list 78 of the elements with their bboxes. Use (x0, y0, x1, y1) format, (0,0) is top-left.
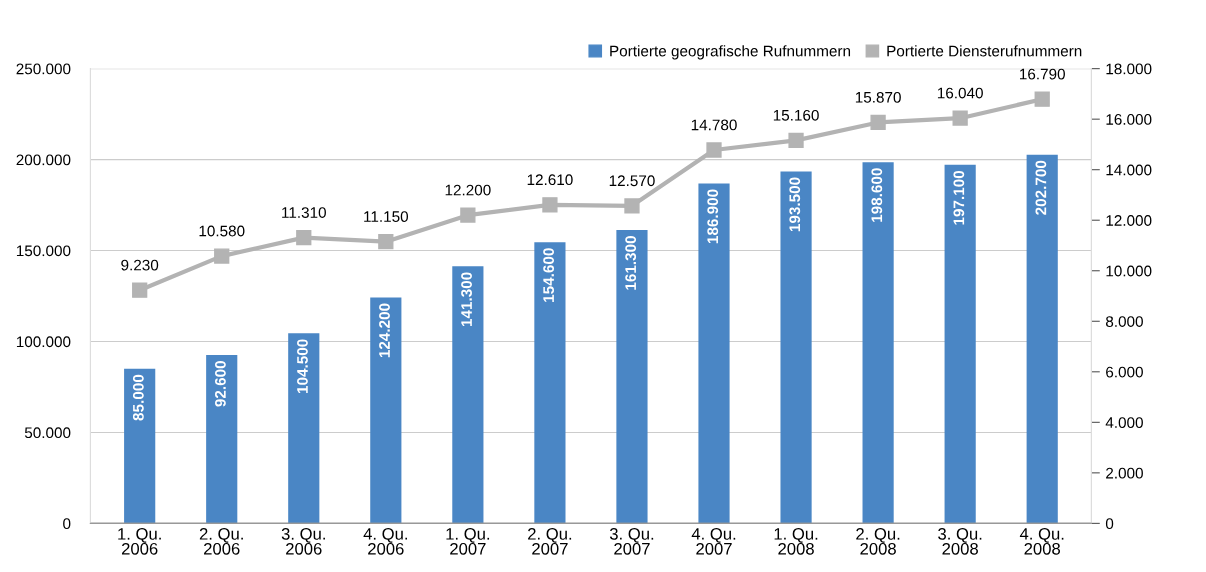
x-tick-label: 3. Qu. 2006 (281, 527, 325, 555)
point (296, 230, 312, 246)
data-label: 15.160 (773, 109, 819, 121)
bar (1026, 154, 1058, 524)
data-label: 12.200 (445, 184, 491, 196)
data-label: 198.600 (871, 168, 883, 222)
bar (288, 333, 320, 524)
bar (452, 266, 484, 524)
data-label: 12.570 (609, 175, 655, 187)
legend-label: Portierte geografische Rufnummern (610, 45, 851, 60)
bar (698, 183, 730, 524)
point (624, 198, 640, 214)
bar (124, 368, 156, 524)
point (788, 132, 804, 149)
x-tick-label: 1. Qu. 2007 (446, 527, 490, 555)
point (132, 282, 148, 298)
y-tick-label: 0 (63, 518, 71, 530)
data-label: 92.600 (215, 361, 226, 407)
bar (206, 354, 238, 524)
x-tick-label: 1. Qu. 2006 (118, 527, 161, 555)
y-tick-label: 200.000 (16, 154, 71, 166)
x-tick-label: 4. Qu. 2007 (691, 527, 736, 555)
x-tick-label: 2. Qu. 2007 (528, 527, 572, 555)
data-label: 85.000 (132, 374, 144, 421)
point (1034, 91, 1050, 107)
point (214, 248, 230, 264)
x-tick-label: 2. Qu. 2008 (856, 527, 900, 555)
data-label: 14.780 (691, 119, 737, 131)
x-tick-label: 1. Qu. 2008 (774, 527, 818, 555)
data-label: 154.600 (543, 248, 555, 302)
data-label: 202.700 (1035, 160, 1047, 215)
y2-tick-label: 16.000 (1106, 114, 1152, 125)
point (460, 207, 476, 223)
bar (862, 162, 894, 524)
bar (944, 164, 976, 524)
data-label: 141.300 (461, 272, 472, 327)
data-label: 15.870 (855, 91, 901, 103)
y2-tick-label: 4.000 (1105, 417, 1143, 429)
x-tick-label: 2. Qu. 2006 (199, 527, 243, 555)
data-label: 124.200 (379, 303, 390, 358)
data-label: 10.580 (199, 225, 245, 237)
data-label: 16.040 (937, 87, 983, 99)
y2-tick-label: 0 (1105, 518, 1114, 530)
point (706, 142, 722, 158)
y-tick-label: 50.000 (24, 427, 71, 439)
y2-tick-label: 2.000 (1106, 467, 1143, 479)
data-label: 104.500 (297, 339, 308, 394)
x-tick-label: 3. Qu. 2008 (938, 527, 982, 555)
y2-tick-label: 12.000 (1106, 215, 1152, 226)
x-tick-label: 3. Qu. 2007 (609, 527, 654, 555)
bar (616, 229, 648, 524)
x-tick-label: 4. Qu. 2006 (363, 527, 407, 555)
y2-tick-label: 18.000 (1106, 63, 1152, 75)
y-tick-label: 250.000 (16, 63, 71, 75)
point (542, 197, 558, 213)
y2-tick-label: 10.000 (1106, 265, 1152, 277)
point (870, 114, 886, 131)
data-label: 9.230 (121, 259, 159, 271)
y2-tick-label: 6.000 (1106, 366, 1143, 378)
data-label: 161.300 (625, 236, 637, 290)
point (952, 110, 968, 126)
y-tick-label: 150.000 (16, 245, 71, 257)
data-label: 11.310 (282, 207, 326, 218)
bar (780, 171, 812, 524)
x-tick-label: 4. Qu. 2008 (1019, 527, 1064, 555)
legend-label: Portierte Diensterufnummern (887, 45, 1082, 57)
bar (370, 297, 402, 524)
bar (534, 242, 566, 524)
data-label: 16.790 (1020, 68, 1065, 80)
data-label: 186.900 (707, 189, 719, 244)
data-label: 12.610 (527, 174, 573, 186)
y2-tick-label: 8.000 (1105, 316, 1143, 327)
y2-tick-label: 14.000 (1106, 164, 1152, 176)
data-label: 11.150 (364, 211, 409, 223)
point (378, 234, 394, 250)
data-label: 193.500 (789, 177, 801, 232)
data-label: 197.100 (953, 170, 965, 225)
y-tick-label: 100.000 (16, 336, 71, 348)
